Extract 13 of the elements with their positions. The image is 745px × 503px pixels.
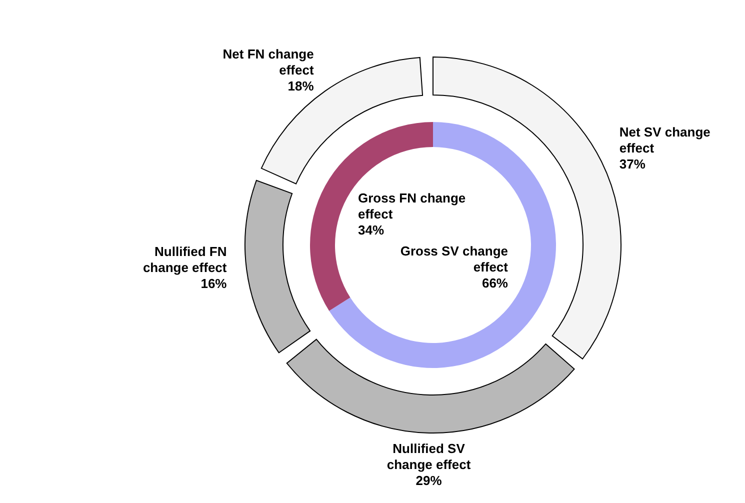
donut-slice [329, 122, 556, 368]
data-label: 66% [482, 275, 508, 290]
data-label: 29% [416, 472, 442, 488]
data-label: 34% [358, 222, 384, 238]
slice-label: Net SV change effect [619, 124, 710, 156]
slice-label: Net FN change effect [222, 46, 314, 78]
slice-label: Gross FN change effect [358, 190, 466, 222]
data-label: 18% [288, 78, 314, 94]
slice-label: Nullified SV change effect [386, 440, 472, 472]
slice-label: Nullified FN change effect [142, 244, 228, 275]
slice-label: Gross SV change effect [400, 243, 509, 274]
data-label: 16% [200, 276, 228, 291]
data-label: 37% [619, 156, 646, 172]
